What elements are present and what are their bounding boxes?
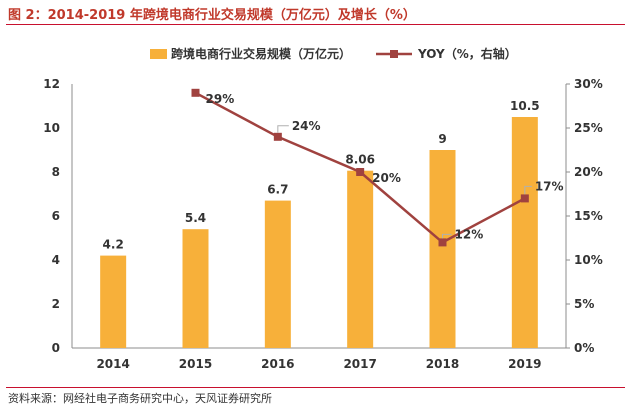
label-leader <box>277 125 289 133</box>
legend-swatch-bars <box>150 49 167 59</box>
x-tick-label: 2014 <box>96 357 129 371</box>
yoy-marker <box>356 168 365 176</box>
y-right-tick-label: 30% <box>574 77 603 91</box>
bar-value-label: 6.7 <box>267 183 288 197</box>
yoy-marker <box>520 194 529 203</box>
yoy-value-label: 20% <box>372 171 401 185</box>
bar <box>264 200 291 348</box>
bar <box>100 255 127 348</box>
bar <box>511 117 538 348</box>
source-note: 资料来源：网经社电子商务研究中心，天风证券研究所 <box>8 392 272 405</box>
legend: 跨境电商行业交易规模（万亿元） YOY（%，右轴） <box>150 46 517 61</box>
y-right-tick-label: 15% <box>574 209 603 223</box>
bar <box>182 229 209 348</box>
figure-title: 图 2：2014-2019 年跨境电商行业交易规模（万亿元）及增长（%） <box>8 8 416 23</box>
bar-value-label: 4.2 <box>103 238 124 252</box>
y-left-tick-label: 2 <box>52 297 60 311</box>
title-rule <box>6 24 625 25</box>
y-left-tick-label: 4 <box>52 253 60 267</box>
y-left-tick-label: 12 <box>43 77 60 91</box>
legend-label-line: YOY（%，右轴） <box>417 46 517 61</box>
yoy-value-label: 29% <box>206 92 235 106</box>
line-series <box>191 88 529 247</box>
x-tick-label: 2016 <box>261 357 294 371</box>
source-rule <box>6 387 625 388</box>
data-labels: 4.2 5.4 6.7 8.06 9 10.5 29% 24% 20% 12% 17% <box>103 92 564 252</box>
y-left-tick-label: 6 <box>52 209 60 223</box>
y-right-tick-label: 5% <box>574 297 594 311</box>
axes: 0 2 4 6 8 10 12 0% 5% 10% 15% 20% 25% 30% 2014 2015 2016… <box>43 77 602 371</box>
yoy-value-label: 17% <box>535 179 564 193</box>
label-leader <box>442 233 452 239</box>
bar <box>429 150 456 348</box>
bar-value-label: 8.06 <box>345 153 375 167</box>
x-tick-label: 2018 <box>426 357 459 371</box>
yoy-value-label: 24% <box>292 119 321 133</box>
x-tick-label: 2017 <box>343 357 376 371</box>
yoy-marker <box>191 88 200 97</box>
x-tick-label: 2019 <box>508 357 541 371</box>
combo-chart: 跨境电商行业交易规模（万亿元） YOY（%，右轴） 0 2 4 6 8 10 12 0% 5% 10… <box>43 46 602 371</box>
y-left-tick-label: 10 <box>43 121 60 135</box>
y-left-tick-label: 0 <box>52 341 60 355</box>
bar <box>347 170 374 348</box>
yoy-value-label: 12% <box>455 227 484 241</box>
yoy-marker <box>273 132 282 141</box>
y-right-tick-label: 20% <box>574 165 603 179</box>
bar-series <box>100 117 538 348</box>
legend-swatch-marker <box>390 50 398 58</box>
bar-value-label: 5.4 <box>185 211 206 225</box>
label-leader <box>524 185 532 195</box>
yoy-marker <box>438 238 447 247</box>
bar-value-label: 10.5 <box>510 99 540 113</box>
y-right-tick-label: 25% <box>574 121 603 135</box>
x-tick-label: 2015 <box>179 357 212 371</box>
bar-value-label: 9 <box>438 132 446 146</box>
legend-label-bars: 跨境电商行业交易规模（万亿元） <box>171 46 351 61</box>
y-left-tick-label: 8 <box>52 165 60 179</box>
y-right-tick-label: 0% <box>574 341 594 355</box>
y-right-tick-label: 10% <box>574 253 603 267</box>
